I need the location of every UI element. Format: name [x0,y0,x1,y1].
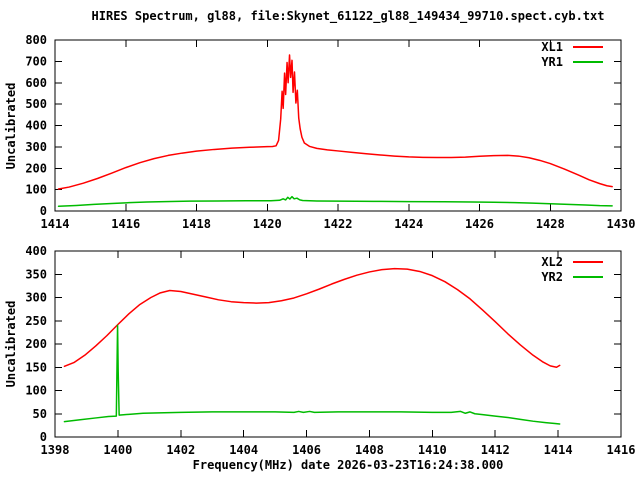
y-tick-label: 250 [25,314,47,328]
x-tick-label: 1414 [544,443,573,455]
legend-label-yr1: YR1 [541,55,563,69]
y-tick-label: 300 [25,291,47,305]
legend-line-sample-yr2 [573,276,603,278]
legend-line-sample-yr1 [573,61,603,63]
legend-entry-xl2: XL2 [523,255,603,269]
x-tick-label: 1402 [166,443,195,455]
x-tick-label: 1408 [355,443,384,455]
x-tick-label: 1418 [182,217,211,231]
y-tick-label: 200 [25,161,47,175]
series-line-xl2 [63,267,561,368]
legend-entry-xl1: XL1 [523,40,603,54]
y-tick-label: 700 [25,54,47,68]
x-tick-label: 1406 [292,443,321,455]
x-tick-label: 1398 [41,443,70,455]
x-tick-label: 1422 [324,217,353,231]
y-tick-label: 600 [25,76,47,90]
x-tick-label: 1416 [111,217,140,231]
y-tick-label: 0 [40,204,47,218]
chart-title: HIRES Spectrum, gl88, file:Skynet_61122_… [91,9,605,23]
y-tick-label: 0 [40,430,47,444]
x-tick-label: 1430 [607,217,636,231]
y-tick-label: 300 [25,140,47,154]
y-tick-label: 200 [25,337,47,351]
x-tick-label: 1426 [465,217,494,231]
y-tick-label: 100 [25,384,47,398]
x-tick-label: 1412 [481,443,510,455]
legend-line-sample-xl1 [573,46,603,48]
x-tick-label: 1420 [253,217,282,231]
x-tick-label: 1414 [41,217,70,231]
legend-entry-yr2: YR2 [523,270,603,284]
bottom-legend: XL2 YR2 [523,255,603,284]
series-line-yr1 [57,195,613,208]
bottom-plot-canvas: 1398 1400 1402 1404 1406 1408 1410 1412 1414 1416… [25,244,636,455]
legend-label-xl1: XL1 [541,40,563,54]
legend-entry-yr1: YR1 [523,55,603,69]
legend-label-yr2: YR2 [541,270,563,284]
x-axis-label: Frequency(MHz) date 2026-03-23T16:24:38.… [192,458,504,472]
legend-label-xl2: XL2 [541,255,563,269]
y-tick-label: 400 [25,119,47,133]
series-line-xl1 [57,54,613,190]
series-line-yr2 [63,324,561,425]
y-tick-label: 350 [25,267,47,281]
x-tick-label: 1424 [394,217,423,231]
bottom-y-axis-label: Uncalibrated [4,300,18,388]
y-tick-label: 800 [25,33,47,47]
x-tick-label: 1428 [536,217,565,231]
y-tick-label: 400 [25,244,47,258]
top-legend: XL1 YR1 [523,40,603,69]
x-tick-label: 1410 [418,443,447,455]
y-tick-label: 50 [33,407,47,421]
y-tick-label: 500 [25,97,47,111]
top-y-axis-label: Uncalibrated [4,82,18,170]
y-tick-label: 100 [25,183,47,197]
x-tick-label: 1404 [229,443,258,455]
top-plot-canvas: 1414 1416 1418 1420 1422 1424 1426 1428 1430 0 100… [25,33,636,231]
x-tick-label: 1400 [103,443,132,455]
legend-line-sample-xl2 [573,261,603,263]
x-tick-label: 1416 [607,443,636,455]
y-tick-label: 150 [25,360,47,374]
